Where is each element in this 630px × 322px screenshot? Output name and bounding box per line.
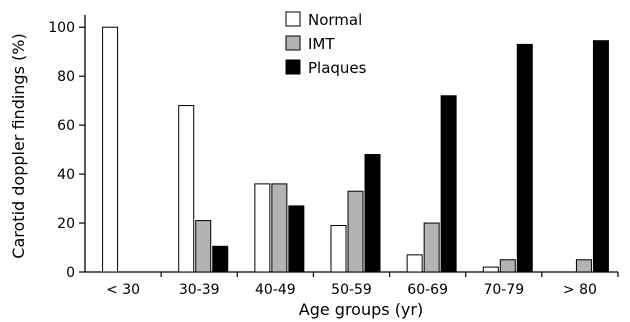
- x-tick-label: 30-39: [179, 282, 220, 298]
- bar-normal-2: [254, 183, 271, 273]
- legend-label-plaques: Plaques: [308, 59, 367, 77]
- bar-plaques-1: [212, 245, 229, 273]
- y-tick-label: 40: [57, 167, 75, 183]
- bar-imt-5: [499, 259, 516, 273]
- bar-imt-6: [575, 259, 592, 273]
- legend-swatch-plaques: [285, 59, 301, 75]
- legend-swatch-normal: [285, 11, 301, 27]
- bar-normal-4: [406, 254, 423, 273]
- x-axis-ticks: < 30 30-39 40-49 50-59 60-69 70-79 > 80: [106, 272, 619, 298]
- bar-plaques-6: [592, 40, 609, 273]
- y-tick-label: 60: [57, 118, 75, 134]
- y-tick-label: 0: [66, 265, 75, 281]
- y-axis-label: Carotid doppler findings (%): [9, 33, 28, 258]
- bar-imt-3: [347, 190, 364, 273]
- legend-label-imt: IMT: [308, 35, 335, 53]
- legend-label-normal: Normal: [308, 11, 362, 29]
- y-tick-label: 100: [48, 20, 75, 36]
- x-tick-label: 50-59: [331, 282, 372, 298]
- bar-imt-4: [423, 222, 440, 273]
- legend-swatch-imt: [285, 35, 301, 51]
- x-axis-label: Age groups (yr): [299, 300, 423, 319]
- bar-plaques-5: [516, 43, 533, 273]
- bar-plaques-4: [440, 95, 457, 273]
- y-axis-ticks: 0 20 40 60 80 100: [48, 20, 85, 281]
- bar-imt-2: [271, 183, 288, 273]
- bar-plaques-3: [364, 154, 381, 273]
- bar-normal-3: [330, 224, 347, 273]
- bar-imt-1: [195, 220, 212, 273]
- legend: Normal IMT Plaques: [285, 11, 367, 77]
- bar-normal-1: [178, 105, 195, 273]
- x-tick-label: < 30: [106, 282, 140, 298]
- bar-normal-5: [482, 266, 499, 273]
- x-tick-label: 70-79: [483, 282, 524, 298]
- bars-group: [102, 26, 609, 273]
- bar-plaques-2: [288, 205, 305, 273]
- x-tick-label: 60-69: [407, 282, 448, 298]
- x-tick-label: 40-49: [255, 282, 296, 298]
- y-tick-label: 80: [57, 69, 75, 85]
- x-tick-label: > 80: [563, 282, 597, 298]
- bar-normal-0: [102, 26, 119, 273]
- y-tick-label: 20: [57, 216, 75, 232]
